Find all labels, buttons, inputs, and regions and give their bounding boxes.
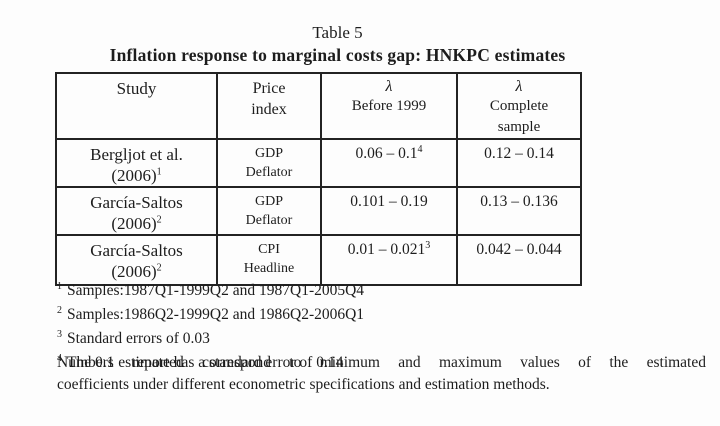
footnote-text: Standard errors of 0.03 bbox=[67, 330, 210, 348]
lambda-before-1999-value: 0.06 – 0.14 bbox=[320, 138, 458, 188]
price-index-cell: GDP Deflator bbox=[216, 138, 322, 188]
price-index-line2: Deflator bbox=[245, 213, 293, 228]
lambda-before-1999-value: 0.01 – 0.0213 bbox=[320, 234, 458, 286]
col-header-study-label: Study bbox=[116, 79, 157, 98]
lambda-complete-sample-value: 0.12 – 0.14 bbox=[456, 138, 582, 188]
price-index-line2: Deflator bbox=[245, 165, 293, 180]
footnote-marker: 4 bbox=[57, 353, 62, 365]
footnotes: 1 Samples:1987Q1-1999Q2 and 1987Q1-2005Q4… bbox=[57, 277, 364, 374]
value-range: 0.042 – 0.044 bbox=[476, 241, 562, 258]
footnote-marker: 4 bbox=[417, 143, 423, 155]
col-header-sample-label: sample bbox=[497, 119, 541, 135]
footnote-marker: 1 bbox=[156, 166, 162, 178]
estimates-table: Study Price index λ Before 1999 λ Comple… bbox=[55, 72, 582, 286]
study-name: García-Saltos bbox=[90, 241, 183, 260]
footnote-3: 3 Standard errors of 0.03 bbox=[57, 325, 364, 349]
study-name: García-Saltos bbox=[90, 193, 183, 212]
footnote-text: The 0.1 estimate has a standard error of… bbox=[67, 354, 344, 372]
table-header-row: Study Price index λ Before 1999 λ Comple… bbox=[55, 72, 582, 140]
table-number: Table 5 bbox=[312, 23, 363, 42]
price-index-cell: CPI Headline bbox=[216, 234, 322, 286]
table-row: García-Saltos (2006)2 GDP Deflator 0.101… bbox=[55, 186, 582, 236]
footnote-2: 2 Samples:1986Q2-1999Q2 and 1986Q2-2006Q1 bbox=[57, 301, 364, 325]
lambda-complete-sample-value: 0.042 – 0.044 bbox=[456, 234, 582, 286]
col-header-price-line2: index bbox=[251, 101, 287, 118]
study-year: (2006) bbox=[111, 214, 157, 233]
lambda-before-1999-value: 0.101 – 0.19 bbox=[320, 186, 458, 236]
lambda-symbol: λ bbox=[385, 78, 393, 95]
table-caption: Table 5 Inflation response to marginal c… bbox=[10, 22, 665, 66]
footnote-marker: 3 bbox=[425, 239, 431, 251]
col-header-study: Study bbox=[55, 72, 218, 140]
footnote-4: 4 The 0.1 estimate has a standard error o… bbox=[57, 349, 364, 373]
col-header-complete-label: Complete bbox=[489, 98, 549, 114]
study-cell: García-Saltos (2006)2 bbox=[55, 234, 218, 286]
study-name: Bergljot et al. bbox=[90, 145, 183, 164]
col-header-before-1999-label: Before 1999 bbox=[351, 98, 427, 114]
lambda-complete-sample-value: 0.13 – 0.136 bbox=[456, 186, 582, 236]
price-index-line1: GDP bbox=[254, 194, 283, 209]
col-header-price-line1: Price bbox=[252, 80, 286, 97]
lambda-symbol: λ bbox=[515, 78, 523, 95]
footnote-marker: 1 bbox=[57, 281, 62, 292]
note-line: coefficients under different econometric… bbox=[57, 376, 550, 393]
value-range: 0.13 – 0.136 bbox=[480, 193, 558, 210]
price-index-cell: GDP Deflator bbox=[216, 186, 322, 236]
table-row: Bergljot et al. (2006)1 GDP Deflator 0.0… bbox=[55, 138, 582, 188]
study-year: (2006) bbox=[111, 166, 157, 185]
footnote-marker: 2 bbox=[156, 262, 162, 274]
price-index-line2: Headline bbox=[243, 261, 295, 276]
price-index-line1: CPI bbox=[258, 242, 280, 257]
col-header-price-index: Price index bbox=[216, 72, 322, 140]
value-range: 0.12 – 0.14 bbox=[484, 145, 554, 162]
value-range: 0.06 – 0.1 bbox=[355, 145, 418, 162]
study-cell: García-Saltos (2006)2 bbox=[55, 186, 218, 236]
price-index-line1: GDP bbox=[254, 146, 283, 161]
footnote-text: Samples:1987Q1-1999Q2 and 1987Q1-2005Q4 bbox=[67, 282, 365, 300]
table-note: Numbers reported correspond to minimum a… bbox=[57, 352, 706, 396]
col-header-lambda-before-1999: λ Before 1999 bbox=[320, 72, 458, 140]
study-cell: Bergljot et al. (2006)1 bbox=[55, 138, 218, 188]
value-range: 0.01 – 0.021 bbox=[347, 241, 426, 258]
note-line: Numbers reported correspond to minimum a… bbox=[57, 354, 706, 371]
table-row: García-Saltos (2006)2 CPI Headline 0.01 … bbox=[55, 234, 582, 286]
table-title: Inflation response to marginal costs gap… bbox=[109, 45, 566, 65]
study-year: (2006) bbox=[111, 262, 157, 281]
footnote-marker: 2 bbox=[57, 305, 62, 317]
footnote-marker: 3 bbox=[57, 329, 62, 341]
value-range: 0.101 – 0.19 bbox=[350, 193, 428, 210]
footnote-marker: 2 bbox=[156, 214, 162, 226]
col-header-lambda-complete-sample: λ Complete sample bbox=[456, 72, 582, 140]
footnote-text: Samples:1986Q2-1999Q2 and 1986Q2-2006Q1 bbox=[67, 306, 365, 324]
footnote-1: 1 Samples:1987Q1-1999Q2 and 1987Q1-2005Q4 bbox=[57, 277, 364, 301]
